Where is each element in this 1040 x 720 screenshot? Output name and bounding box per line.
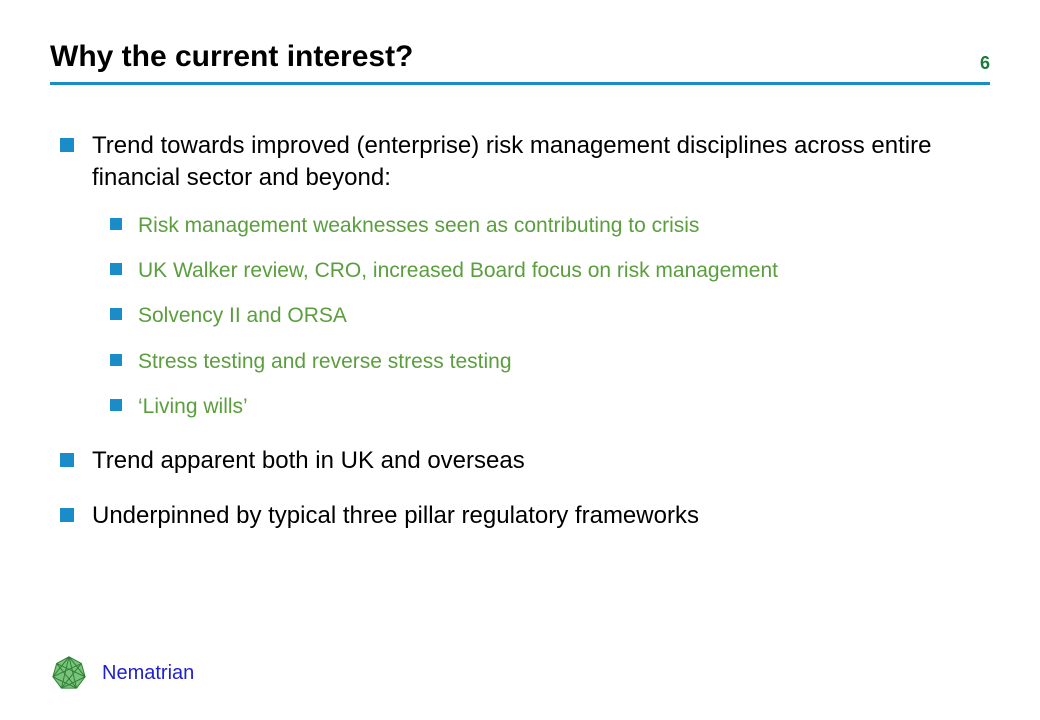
square-bullet-icon [110, 399, 122, 411]
slide-header: Why the current interest? 6 [50, 40, 990, 85]
bullet-level2: UK Walker review, CRO, increased Board f… [110, 257, 990, 284]
square-bullet-icon [110, 308, 122, 320]
bullet-text: Trend apparent both in UK and overseas [92, 445, 525, 477]
slide-content: Trend towards improved (enterprise) risk… [50, 85, 990, 532]
bullet-level1: Underpinned by typical three pillar regu… [60, 500, 990, 532]
square-bullet-icon [110, 263, 122, 275]
sub-bullet-text: Solvency II and ORSA [138, 302, 347, 329]
square-bullet-icon [60, 508, 74, 522]
square-bullet-icon [60, 453, 74, 467]
bullet-level2: Risk management weaknesses seen as contr… [110, 212, 990, 239]
bullet-level1: Trend towards improved (enterprise) risk… [60, 130, 990, 195]
square-bullet-icon [60, 138, 74, 152]
bullet-level2: ‘Living wills’ [110, 393, 990, 420]
sub-bullet-list: Risk management weaknesses seen as contr… [60, 212, 990, 420]
bullet-text: Underpinned by typical three pillar regu… [92, 500, 699, 532]
slide-title: Why the current interest? [50, 40, 413, 74]
bullet-text: Trend towards improved (enterprise) risk… [92, 130, 990, 195]
bullet-level1: Trend apparent both in UK and overseas [60, 445, 990, 477]
bullet-level2: Stress testing and reverse stress testin… [110, 348, 990, 375]
square-bullet-icon [110, 218, 122, 230]
sub-bullet-text: UK Walker review, CRO, increased Board f… [138, 257, 778, 284]
square-bullet-icon [110, 354, 122, 366]
sub-bullet-text: ‘Living wills’ [138, 393, 248, 420]
brand-logo-icon [50, 654, 88, 692]
slide-footer: Nematrian [50, 654, 194, 692]
bullet-level2: Solvency II and ORSA [110, 302, 990, 329]
brand-name: Nematrian [102, 662, 194, 685]
page-number: 6 [980, 53, 990, 74]
sub-bullet-text: Stress testing and reverse stress testin… [138, 348, 512, 375]
sub-bullet-text: Risk management weaknesses seen as contr… [138, 212, 699, 239]
slide: Why the current interest? 6 Trend toward… [0, 0, 1040, 720]
